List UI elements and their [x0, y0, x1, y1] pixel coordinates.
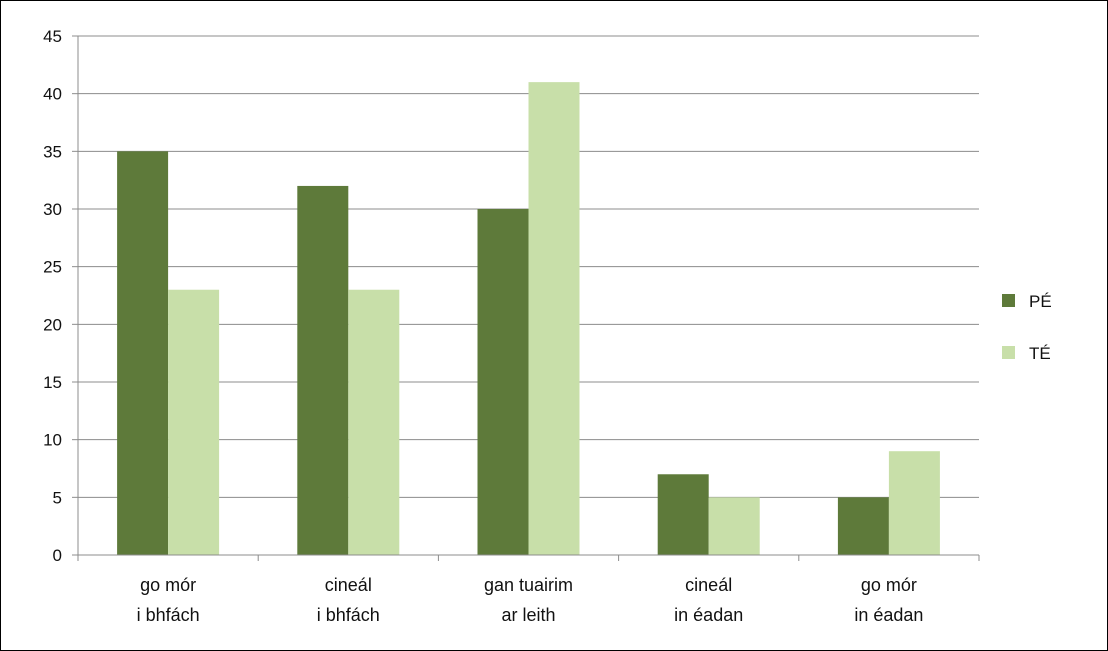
bar-te [708, 497, 760, 555]
bar-pe [477, 209, 529, 555]
x-category-label: cineál [325, 575, 372, 595]
y-tick-label: 45 [43, 27, 62, 46]
legend: PÉ TÉ [1002, 292, 1052, 363]
y-tick-label: 40 [43, 85, 62, 104]
x-category-label: cineál [685, 575, 732, 595]
x-category-labels: go mór i bhfách cineál i bhfách gan tuairim a… [137, 575, 924, 625]
bar-te [168, 289, 220, 555]
legend-swatch-te [1002, 346, 1015, 359]
y-tick-label: 35 [43, 142, 62, 161]
bar-pe [837, 497, 889, 555]
y-tick-label: 25 [43, 258, 62, 277]
bar-pe [297, 185, 349, 555]
bar-te [348, 289, 400, 555]
legend-label-pe: PÉ [1029, 292, 1052, 311]
y-tick-labels: 0 5 10 15 20 25 30 35 40 45 [43, 27, 62, 565]
y-tick-label: 20 [43, 315, 62, 334]
y-tick-label: 15 [43, 373, 62, 392]
y-tick-label: 5 [53, 488, 62, 507]
bar-pe [117, 151, 169, 556]
x-category-label: in éadan [854, 605, 923, 625]
y-tick-label: 30 [43, 200, 62, 219]
x-category-label: gan tuairim [484, 575, 573, 595]
x-category-label: go mór [140, 575, 196, 595]
y-tick-label: 10 [43, 431, 62, 450]
bar-te [528, 82, 580, 555]
x-category-label: go mór [861, 575, 917, 595]
axes [72, 35, 980, 561]
x-category-label: i bhfách [317, 605, 380, 625]
legend-swatch-pe [1002, 294, 1015, 307]
x-category-label: ar leith [501, 605, 555, 625]
bars [117, 82, 940, 556]
x-category-label: i bhfách [137, 605, 200, 625]
y-tick-label: 0 [53, 546, 62, 565]
x-category-label: in éadan [674, 605, 743, 625]
bar-te [888, 451, 940, 555]
legend-label-te: TÉ [1029, 344, 1051, 363]
bar-pe [657, 474, 709, 555]
